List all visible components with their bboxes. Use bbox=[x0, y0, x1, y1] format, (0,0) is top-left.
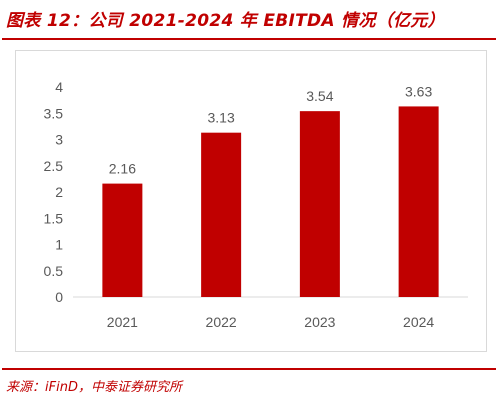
ebitda-bar-chart: 00.511.522.533.542.1620213.1320223.54202… bbox=[44, 79, 468, 330]
source-note: 来源：iFinD，中泰证券研究所 bbox=[6, 380, 182, 395]
title-divider bbox=[2, 38, 496, 40]
chart-title: 图表 12：公司 2021-2024 年 EBITDA 情况（亿元） bbox=[6, 11, 445, 31]
data-label-2022: 3.13 bbox=[208, 110, 235, 126]
x-tick-label-2022: 2022 bbox=[206, 314, 237, 330]
data-label-2024: 3.63 bbox=[405, 83, 432, 99]
chart-frame: 0 0.5 1 1.5 2 2.5 3 3.5 4 2.16 2021 3.13 2022 3.54 202… bbox=[15, 50, 487, 352]
bar-2024 bbox=[398, 106, 439, 297]
y-tick-label: 4 bbox=[55, 79, 63, 95]
x-tick-label-2021: 2021 bbox=[107, 314, 138, 330]
data-label-2021: 2.16 bbox=[109, 161, 136, 177]
y-tick-label: 1.5 bbox=[44, 210, 64, 226]
y-tick-label: 3.5 bbox=[44, 105, 64, 121]
y-tick-label: 0.5 bbox=[44, 263, 64, 279]
x-tick-label-2024: 2024 bbox=[403, 314, 434, 330]
y-tick-label: 2.5 bbox=[44, 158, 64, 174]
bar-2022 bbox=[201, 132, 242, 297]
data-label-2023: 3.54 bbox=[306, 88, 333, 104]
y-tick-label: 1 bbox=[55, 237, 63, 253]
y-tick-label: 0 bbox=[55, 289, 63, 305]
footer-divider bbox=[2, 368, 496, 370]
bar-2021 bbox=[102, 183, 143, 297]
bar-2023 bbox=[299, 111, 340, 298]
x-tick-label-2023: 2023 bbox=[304, 314, 335, 330]
y-tick-label: 2 bbox=[55, 184, 63, 200]
y-tick-label: 3 bbox=[55, 132, 63, 148]
